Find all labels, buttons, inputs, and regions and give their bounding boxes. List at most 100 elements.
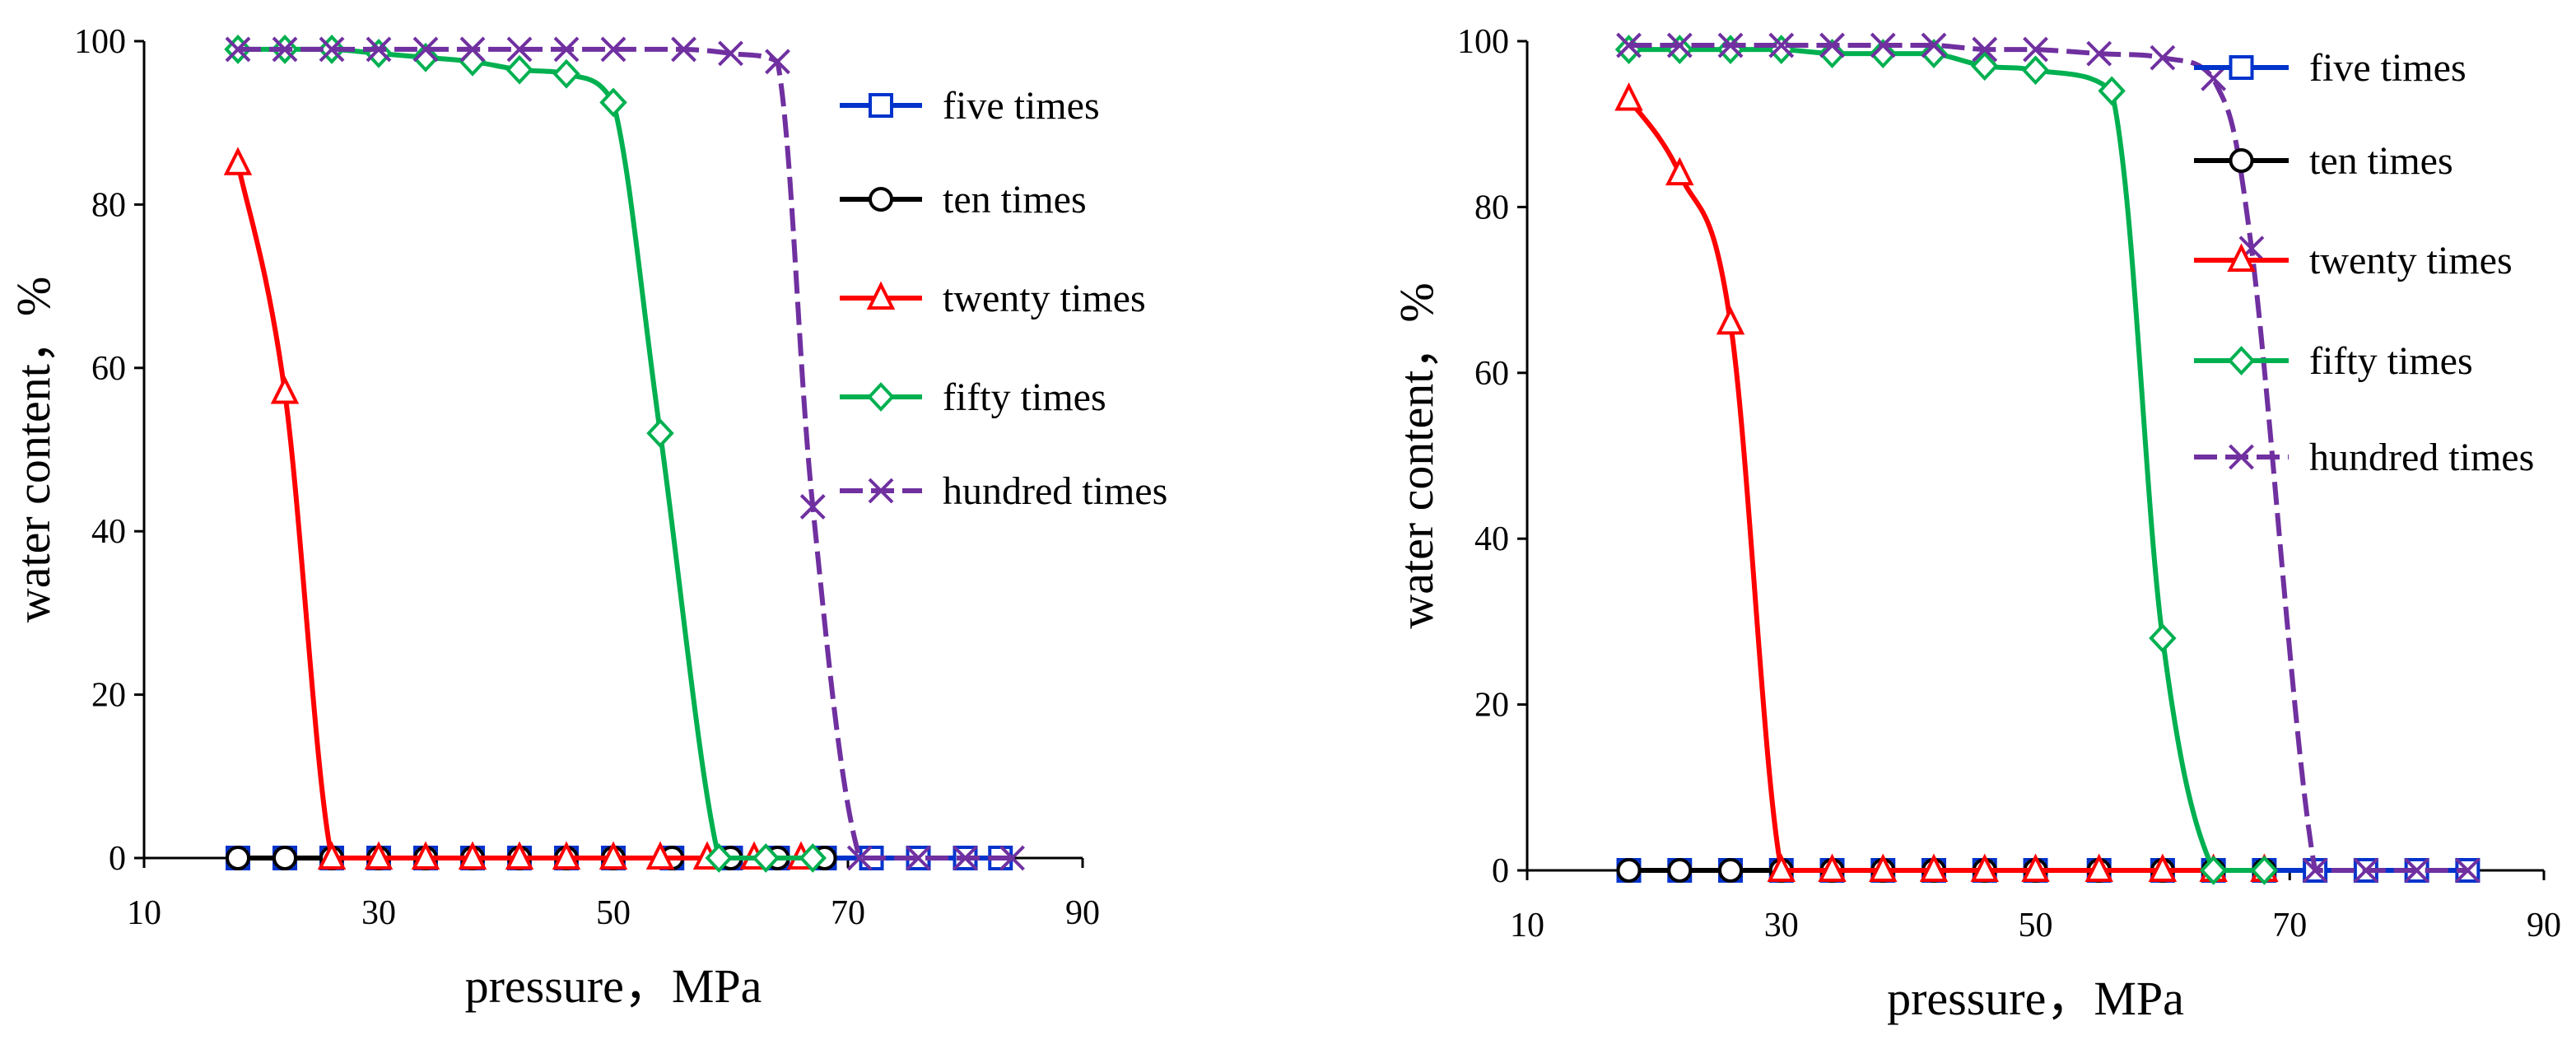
data-point-hundred-times	[2023, 36, 2048, 63]
x-tick-label: 30	[1764, 907, 1799, 944]
series-fifty-times	[1614, 35, 2279, 885]
data-point-fifty-times	[705, 843, 733, 873]
data-point-fifty-times	[752, 843, 780, 873]
data-point-twenty-times	[1970, 853, 1999, 882]
legend: five times ten times twenty times fifty tim…	[2194, 46, 2534, 479]
y-tick-label: 100	[1457, 23, 1509, 61]
data-point-hundred-times	[718, 40, 743, 67]
data-point-hundred-times	[366, 36, 392, 63]
data-point-fifty-times	[599, 87, 627, 118]
data-point-fifty-times	[459, 46, 487, 77]
data-point-hundred-times	[1717, 32, 1744, 58]
data-point-ten-times	[226, 846, 250, 870]
legend-label: five times	[943, 84, 1100, 128]
data-point-fifty-times	[799, 843, 827, 873]
y-tick-label: 20	[91, 677, 126, 715]
y-tick-label: 40	[91, 513, 126, 551]
legend-marker-fifty-times	[867, 382, 895, 412]
data-point-ten-times	[1616, 858, 1642, 883]
series-line-twenty-times	[235, 163, 801, 860]
data-point-fifty-times	[1717, 35, 1745, 65]
legend-entry-five-times: five times	[2194, 46, 2467, 90]
data-point-twenty-times	[364, 841, 394, 870]
legend-label: hundred times	[943, 469, 1167, 513]
series-line-twenty-times	[1627, 97, 2265, 873]
data-point-fifty-times	[2098, 76, 2126, 106]
legend-marker-five-times	[2229, 55, 2254, 80]
data-point-twenty-times	[505, 841, 534, 870]
data-point-hundred-times	[906, 845, 931, 871]
data-point-twenty-times	[458, 841, 487, 870]
data-point-fifty-times	[2149, 623, 2177, 653]
series-line-fifty-times	[1628, 47, 2265, 873]
data-point-hundred-times	[2454, 857, 2481, 884]
data-point-twenty-times	[1818, 853, 1847, 882]
legend-marker-hundred-times	[868, 478, 894, 504]
data-point-fifty-times	[1614, 35, 1643, 65]
y-tick-label: 80	[1474, 189, 1509, 226]
data-point-twenty-times	[1665, 156, 1694, 186]
x-tick-label: 10	[127, 894, 161, 932]
data-point-fifty-times	[1869, 39, 1897, 69]
data-point-hundred-times	[999, 845, 1025, 871]
x-tick-label: 30	[361, 894, 396, 932]
legend-label: ten times	[2309, 139, 2453, 183]
legend-label: hundred times	[2309, 436, 2534, 479]
x-tick-label: 50	[2019, 907, 2053, 944]
data-point-hundred-times	[765, 49, 790, 75]
data-point-hundred-times	[1972, 36, 1998, 63]
legend-entry-twenty-times: twenty times	[840, 277, 1146, 320]
data-point-hundred-times	[2086, 40, 2113, 67]
data-point-hundred-times	[600, 36, 627, 63]
data-point-hundred-times	[553, 36, 580, 63]
legend-entry-fifty-times: fifty times	[840, 375, 1106, 419]
data-point-hundred-times	[1819, 32, 1845, 58]
data-point-ten-times	[1718, 858, 1743, 883]
legend-marker-hundred-times	[2229, 444, 2254, 470]
legend-entry-ten-times: ten times	[840, 178, 1087, 222]
series-hundred-times	[1616, 32, 2481, 884]
x-tick-label: 70	[2272, 907, 2307, 944]
data-point-twenty-times	[1869, 853, 1898, 882]
legend-label: five times	[2309, 46, 2467, 90]
data-point-fifty-times	[2250, 856, 2279, 885]
chart-1: 0 20 40 60 80 100 10 30 50 70 90 pressure，MPa water …	[7, 23, 1167, 1013]
y-tick-label: 100	[74, 23, 126, 61]
legend-label: ten times	[943, 178, 1087, 222]
series-line-hundred-times	[1628, 43, 2468, 873]
data-point-hundred-times	[1870, 32, 1896, 58]
legend-marker-twenty-times	[2227, 243, 2256, 272]
data-point-hundred-times	[2302, 857, 2328, 884]
x-tick-label: 10	[1510, 907, 1544, 944]
y-tick-label: 60	[91, 350, 126, 388]
y-tick-label: 60	[1474, 355, 1509, 393]
data-point-fifty-times	[1920, 39, 1948, 69]
data-point-hundred-times	[506, 36, 533, 63]
legend-marker-fifty-times	[2227, 346, 2256, 375]
data-point-hundred-times	[953, 845, 978, 871]
x-axis-title: pressure，MPa	[465, 959, 762, 1013]
data-point-hundred-times	[671, 36, 696, 63]
y-axis-title: water content，%	[7, 277, 60, 623]
data-point-fifty-times	[2199, 856, 2228, 885]
data-point-twenty-times	[2021, 853, 2050, 882]
data-point-fifty-times	[1818, 39, 1847, 69]
data-point-twenty-times	[552, 841, 581, 870]
data-point-fifty-times	[1971, 51, 1999, 82]
data-point-twenty-times	[2085, 853, 2113, 882]
data-point-fifty-times	[1665, 35, 1693, 65]
series-twenty-times	[1614, 82, 2279, 882]
data-point-hundred-times	[412, 36, 439, 63]
data-point-twenty-times	[1767, 853, 1796, 882]
x-tick-label: 90	[2527, 907, 2561, 944]
x-tick-label: 90	[1065, 894, 1100, 932]
data-point-fifty-times	[646, 418, 674, 449]
data-point-fifty-times	[1768, 35, 1796, 65]
data-point-hundred-times	[459, 36, 486, 63]
data-point-twenty-times	[411, 841, 440, 870]
data-point-twenty-times	[223, 147, 253, 175]
data-point-twenty-times	[1919, 853, 1949, 882]
legend-marker-ten-times	[869, 187, 893, 212]
data-point-hundred-times	[2201, 65, 2227, 91]
y-tick-label: 40	[1474, 520, 1509, 558]
